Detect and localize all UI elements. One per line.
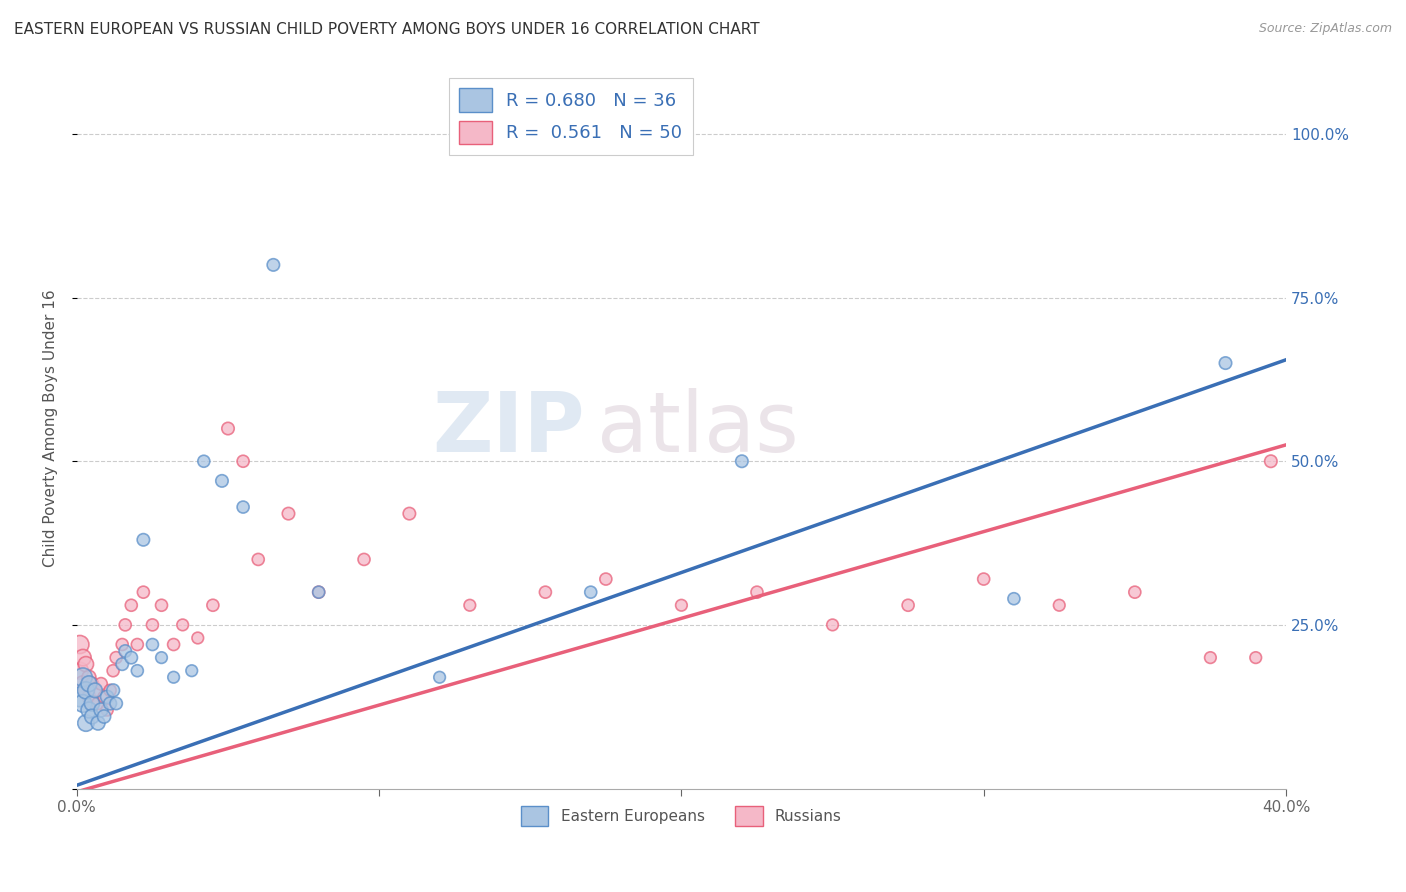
- Y-axis label: Child Poverty Among Boys Under 16: Child Poverty Among Boys Under 16: [44, 290, 58, 567]
- Point: [1199, 650, 1222, 665]
- Point: [96, 690, 118, 704]
- Point: [75, 716, 97, 731]
- Point: [98, 697, 121, 711]
- Point: [731, 454, 754, 468]
- Point: [162, 670, 184, 684]
- Point: [1244, 650, 1267, 665]
- Point: [120, 599, 142, 613]
- Point: [262, 258, 284, 272]
- Point: [96, 703, 118, 717]
- Point: [90, 703, 112, 717]
- Point: [77, 677, 100, 691]
- Point: [75, 683, 97, 698]
- Point: [429, 670, 451, 684]
- Point: [1260, 454, 1282, 468]
- Point: [1002, 591, 1025, 606]
- Point: [595, 572, 617, 586]
- Point: [120, 650, 142, 665]
- Point: [114, 644, 136, 658]
- Point: [232, 500, 254, 514]
- Point: [77, 690, 100, 704]
- Point: [75, 657, 97, 672]
- Point: [1215, 356, 1237, 370]
- Point: [80, 697, 103, 711]
- Point: [150, 599, 173, 613]
- Point: [162, 638, 184, 652]
- Point: [187, 631, 209, 645]
- Point: [247, 552, 270, 566]
- Point: [84, 683, 107, 698]
- Point: [114, 618, 136, 632]
- Point: [398, 507, 420, 521]
- Point: [105, 650, 128, 665]
- Point: [821, 618, 844, 632]
- Point: [745, 585, 768, 599]
- Point: [80, 697, 103, 711]
- Point: [172, 618, 194, 632]
- Point: [1123, 585, 1146, 599]
- Point: [277, 507, 299, 521]
- Point: [232, 454, 254, 468]
- Point: [211, 474, 233, 488]
- Point: [75, 683, 97, 698]
- Point: [93, 709, 115, 723]
- Point: [671, 599, 693, 613]
- Point: [80, 677, 103, 691]
- Point: [308, 585, 330, 599]
- Point: [77, 703, 100, 717]
- Point: [72, 697, 94, 711]
- Point: [141, 618, 163, 632]
- Text: EASTERN EUROPEAN VS RUSSIAN CHILD POVERTY AMONG BOYS UNDER 16 CORRELATION CHART: EASTERN EUROPEAN VS RUSSIAN CHILD POVERT…: [14, 22, 759, 37]
- Text: ZIP: ZIP: [432, 388, 585, 469]
- Text: Source: ZipAtlas.com: Source: ZipAtlas.com: [1258, 22, 1392, 36]
- Point: [69, 690, 91, 704]
- Point: [77, 670, 100, 684]
- Point: [111, 657, 134, 672]
- Point: [308, 585, 330, 599]
- Point: [101, 664, 124, 678]
- Point: [217, 421, 239, 435]
- Point: [84, 683, 107, 698]
- Point: [98, 683, 121, 698]
- Point: [69, 664, 91, 678]
- Point: [534, 585, 557, 599]
- Point: [90, 677, 112, 691]
- Point: [973, 572, 995, 586]
- Point: [141, 638, 163, 652]
- Point: [353, 552, 375, 566]
- Point: [180, 664, 202, 678]
- Point: [80, 709, 103, 723]
- Point: [458, 599, 481, 613]
- Point: [93, 690, 115, 704]
- Point: [579, 585, 602, 599]
- Point: [72, 650, 94, 665]
- Text: atlas: atlas: [596, 388, 799, 469]
- Point: [87, 697, 110, 711]
- Point: [193, 454, 215, 468]
- Point: [105, 697, 128, 711]
- Point: [150, 650, 173, 665]
- Point: [127, 664, 149, 678]
- Point: [87, 716, 110, 731]
- Point: [111, 638, 134, 652]
- Point: [72, 670, 94, 684]
- Point: [127, 638, 149, 652]
- Point: [69, 638, 91, 652]
- Point: [132, 533, 155, 547]
- Point: [897, 599, 920, 613]
- Point: [201, 599, 224, 613]
- Point: [72, 677, 94, 691]
- Point: [1047, 599, 1070, 613]
- Point: [132, 585, 155, 599]
- Point: [101, 683, 124, 698]
- Legend: Eastern Europeans, Russians: Eastern Europeans, Russians: [512, 797, 851, 835]
